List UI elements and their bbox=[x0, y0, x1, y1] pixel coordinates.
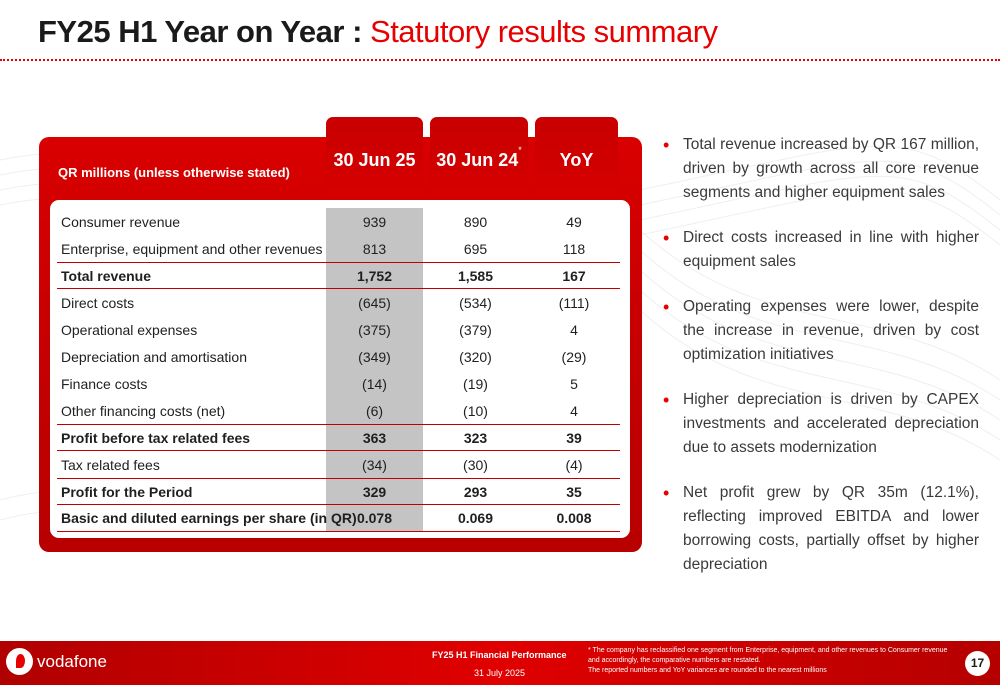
page-title: FY25 H1 Year on Year : Statutory results… bbox=[38, 14, 718, 50]
cell-30-jun-24: (534) bbox=[459, 294, 492, 311]
bullet-revenue: Total revenue increased by QR 167 millio… bbox=[663, 133, 979, 205]
current-period-column-shade bbox=[326, 208, 423, 531]
table-row-earnings-per-share: Basic and diluted earnings per share (in… bbox=[57, 505, 620, 532]
bullet-operating-expenses: Operating expenses were lower, despite t… bbox=[663, 295, 979, 367]
cell-yoy: 49 bbox=[566, 213, 582, 230]
cell-yoy: (4) bbox=[565, 456, 583, 473]
row-label: Finance costs bbox=[61, 375, 148, 392]
row-label: Operational expenses bbox=[61, 321, 198, 338]
brand-name: vodafone bbox=[37, 652, 107, 671]
row-label: Other financing costs (net) bbox=[61, 402, 226, 419]
cell-30-jun-25: (645) bbox=[358, 294, 391, 311]
footer-date: 31 July 2025 bbox=[474, 668, 526, 678]
column-header-yoy: YoY bbox=[535, 117, 618, 197]
column-header-label: 30 Jun 25 bbox=[333, 150, 416, 170]
title-dotted-divider bbox=[0, 59, 1000, 61]
cell-30-jun-25: (349) bbox=[358, 348, 391, 365]
column-header-label: YoY bbox=[559, 150, 594, 170]
vodafone-logo-icon bbox=[6, 648, 33, 675]
cell-30-jun-25: (34) bbox=[362, 456, 387, 473]
bullet-depreciation: Higher depreciation is driven by CAPEX i… bbox=[663, 388, 979, 460]
cell-yoy: 4 bbox=[570, 402, 578, 419]
cell-30-jun-24: (10) bbox=[463, 402, 488, 419]
cell-30-jun-24: (379) bbox=[459, 321, 492, 338]
row-label: Basic and diluted earnings per share (in… bbox=[61, 510, 357, 526]
cell-30-jun-25: 939 bbox=[362, 213, 387, 230]
cell-30-jun-24: 0.069 bbox=[457, 510, 494, 526]
row-label: Profit for the Period bbox=[61, 483, 193, 500]
table-row-tax-related-fees: Tax related fees (34) (30) (4) bbox=[57, 451, 620, 478]
restated-footnote-marker: * bbox=[518, 145, 522, 155]
table-row-direct-costs: Direct costs (645) (534) (111) bbox=[57, 289, 620, 316]
table-row-enterprise-revenue: Enterprise, equipment and other revenues… bbox=[57, 235, 620, 262]
commentary-bullet-list: Total revenue increased by QR 167 millio… bbox=[663, 133, 979, 598]
cell-30-jun-25: (14) bbox=[362, 375, 387, 392]
row-label: Direct costs bbox=[61, 294, 135, 311]
cell-yoy: 4 bbox=[570, 321, 578, 338]
cell-30-jun-24: 890 bbox=[463, 213, 488, 230]
table-row-finance-costs: Finance costs (14) (19) 5 bbox=[57, 370, 620, 397]
footer-presentation-title: FY25 H1 Financial Performance bbox=[432, 650, 567, 660]
cell-yoy: 0.008 bbox=[556, 510, 592, 526]
cell-30-jun-24: 323 bbox=[463, 429, 488, 446]
cell-30-jun-24: 695 bbox=[463, 240, 488, 257]
table-row-operational-expenses: Operational expenses (375) (379) 4 bbox=[57, 316, 620, 343]
cell-yoy: 39 bbox=[566, 429, 582, 446]
cell-30-jun-24: (19) bbox=[463, 375, 488, 392]
row-label: Profit before tax related fees bbox=[61, 429, 251, 446]
cell-30-jun-25: (375) bbox=[358, 321, 391, 338]
cell-30-jun-25: 329 bbox=[362, 483, 387, 500]
page-title-subtitle: Statutory results summary bbox=[370, 14, 718, 49]
cell-yoy: 5 bbox=[570, 375, 578, 392]
cell-30-jun-24: (320) bbox=[459, 348, 492, 365]
column-header-label: 30 Jun 24 bbox=[436, 150, 519, 170]
results-table: Consumer revenue 939 890 49 Enterprise, … bbox=[57, 208, 620, 532]
table-row-total-revenue: Total revenue 1,752 1,585 167 bbox=[57, 262, 620, 289]
cell-30-jun-25: 1,752 bbox=[356, 267, 393, 284]
table-row-profit-for-period: Profit for the Period 329 293 35 bbox=[57, 478, 620, 505]
column-header-30-jun-24: 30 Jun 24* bbox=[430, 117, 528, 197]
row-label: Total revenue bbox=[61, 267, 151, 284]
cell-yoy: (111) bbox=[558, 294, 590, 311]
cell-yoy: 118 bbox=[562, 240, 586, 257]
cell-30-jun-25: 813 bbox=[362, 240, 387, 257]
cell-30-jun-24: (30) bbox=[463, 456, 488, 473]
footer-footnote: * The company has reclassified one segme… bbox=[588, 646, 948, 676]
cell-30-jun-25: 0.078 bbox=[356, 510, 393, 526]
cell-30-jun-24: 1,585 bbox=[457, 267, 494, 284]
footnote-rounding: The reported numbers and YoY variances a… bbox=[588, 667, 827, 674]
row-label: Depreciation and amortisation bbox=[61, 348, 247, 365]
footer-bar bbox=[0, 641, 1000, 685]
page-number: 17 bbox=[965, 651, 990, 676]
row-label: Tax related fees bbox=[61, 456, 160, 473]
table-row-consumer-revenue: Consumer revenue 939 890 49 bbox=[57, 208, 620, 235]
bullet-net-profit: Net profit grew by QR 35m (12.1%), refle… bbox=[663, 481, 979, 577]
column-header-30-jun-25: 30 Jun 25 bbox=[326, 117, 423, 197]
page-title-main: FY25 H1 Year on Year bbox=[38, 14, 344, 49]
bullet-direct-costs: Direct costs increased in line with high… bbox=[663, 226, 979, 274]
cell-yoy: 35 bbox=[566, 483, 582, 500]
cell-30-jun-25: 363 bbox=[362, 429, 387, 446]
cell-yoy: 167 bbox=[562, 267, 586, 284]
row-label: Enterprise, equipment and other revenues bbox=[61, 240, 323, 257]
cell-30-jun-25: (6) bbox=[365, 402, 384, 419]
page-title-separator: : bbox=[343, 14, 371, 49]
cell-yoy: (29) bbox=[561, 348, 587, 365]
table-row-depreciation: Depreciation and amortisation (349) (320… bbox=[57, 343, 620, 370]
row-label: Consumer revenue bbox=[61, 213, 181, 230]
cell-30-jun-24: 293 bbox=[463, 483, 488, 500]
table-row-profit-before-tax: Profit before tax related fees 363 323 3… bbox=[57, 424, 620, 451]
table-row-other-financing-costs: Other financing costs (net) (6) (10) 4 bbox=[57, 397, 620, 424]
footnote-restatement: * The company has reclassified one segme… bbox=[588, 647, 948, 664]
table-unit-label: QR millions (unless otherwise stated) bbox=[58, 165, 290, 180]
